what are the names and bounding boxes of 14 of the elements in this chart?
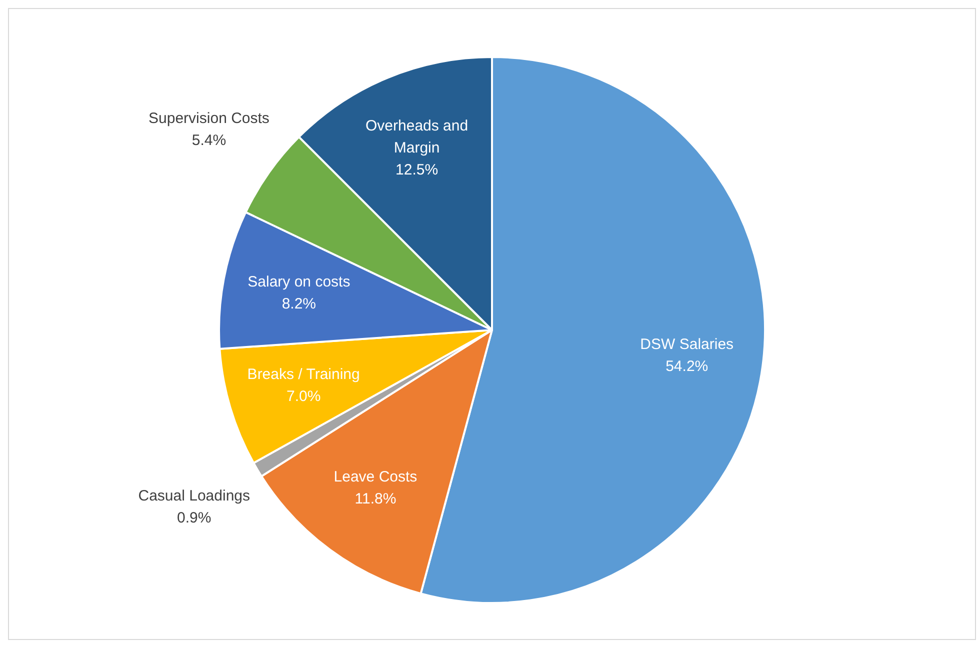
slice-label: DSW Salaries — [640, 336, 734, 353]
data-label: 54.2% — [666, 358, 708, 375]
data-label: 5.4% — [192, 132, 226, 149]
data-label: 7.0% — [286, 388, 321, 406]
data-label: 0.9% — [177, 510, 212, 527]
data-label: 12.5% — [396, 162, 438, 179]
slice-label: Leave Costs — [334, 468, 418, 486]
slice-label: Casual Loadings — [138, 488, 250, 505]
slice-label: Overheads and Margin — [365, 118, 468, 157]
slice-label: Breaks / Training — [247, 366, 360, 384]
data-label: 11.8% — [354, 490, 396, 508]
data-label: 8.2% — [282, 295, 316, 312]
slice-label: Supervision Costs — [148, 110, 270, 127]
slice-label: Salary on costs — [248, 273, 350, 290]
